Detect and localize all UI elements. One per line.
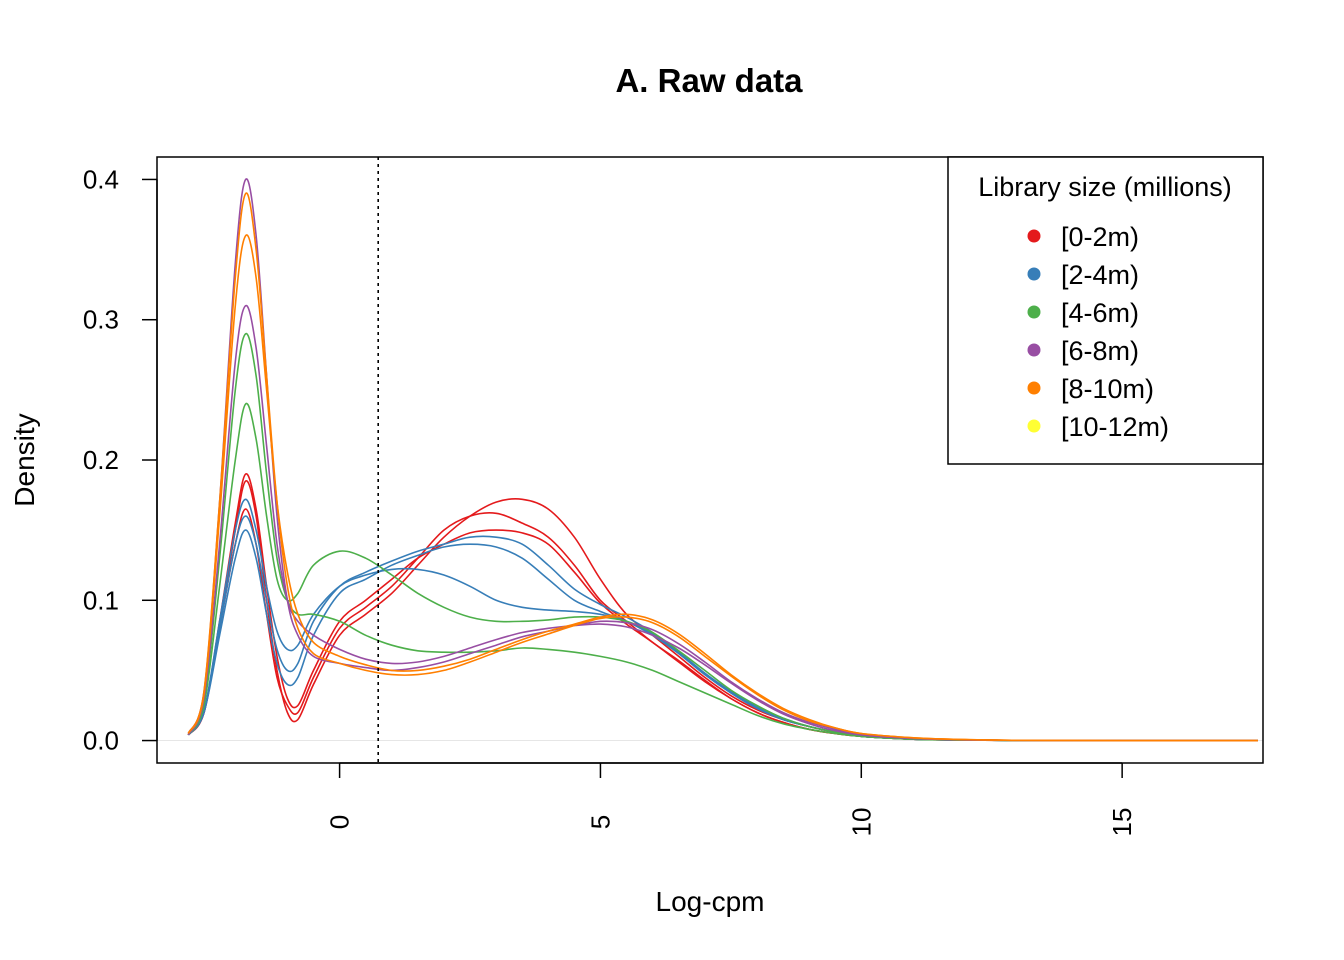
density-curve-12 <box>187 234 1258 742</box>
legend-label: [8-10m) <box>1061 374 1154 404</box>
x-axis: 0 5 10 15 <box>325 762 1137 837</box>
legend-label: [10-12m) <box>1061 412 1169 442</box>
legend-item: [4-6m) <box>1027 298 1139 328</box>
density-curve-2 <box>187 508 1258 742</box>
density-curve-1 <box>187 480 1258 742</box>
y-tick-label: 0.0 <box>83 726 119 756</box>
legend-swatch <box>1027 305 1041 319</box>
legend: Library size (millions) [0-2m) [2-4m) [4-6… <box>947 156 1264 465</box>
plot-area <box>157 157 1263 763</box>
legend-title: Library size (millions) <box>978 172 1232 202</box>
legend-label: [2-4m) <box>1061 260 1139 290</box>
legend-swatch <box>1027 267 1041 281</box>
y-axis: 0.0 0.1 0.2 0.3 0.4 <box>83 164 158 756</box>
legend-label: [4-6m) <box>1061 298 1139 328</box>
y-tick-label: 0.2 <box>83 445 119 475</box>
y-tick-label: 0.3 <box>83 305 119 335</box>
legend-item: [10-12m) <box>1027 412 1169 442</box>
x-tick-label: 15 <box>1107 808 1137 837</box>
legend-item: [6-8m) <box>1027 336 1139 366</box>
legend-item: [0-2m) <box>1027 222 1139 252</box>
chart-title: A. Raw data <box>615 62 803 99</box>
density-curve-8 <box>187 332 1258 742</box>
legend-swatch <box>1027 381 1041 395</box>
legend-item: [2-4m) <box>1027 260 1139 290</box>
x-tick-label: 5 <box>585 815 615 829</box>
legend-swatch <box>1027 343 1041 357</box>
legend-label: [0-2m) <box>1061 222 1139 252</box>
x-tick-label: 0 <box>325 815 355 829</box>
y-tick-label: 0.4 <box>83 164 119 194</box>
legend-item: [8-10m) <box>1027 374 1154 404</box>
x-tick-label: 10 <box>846 808 876 837</box>
y-axis-label: Density <box>9 413 40 506</box>
legend-label: [6-8m) <box>1061 336 1139 366</box>
density-curve-5 <box>187 515 1258 742</box>
x-axis-label: Log-cpm <box>656 886 765 917</box>
legend-swatch <box>1027 229 1041 243</box>
y-tick-label: 0.1 <box>83 585 119 615</box>
density-curve-4 <box>187 529 1258 742</box>
legend-swatch <box>1027 419 1041 433</box>
density-curve-10 <box>187 304 1258 742</box>
legend-box <box>947 156 1264 465</box>
